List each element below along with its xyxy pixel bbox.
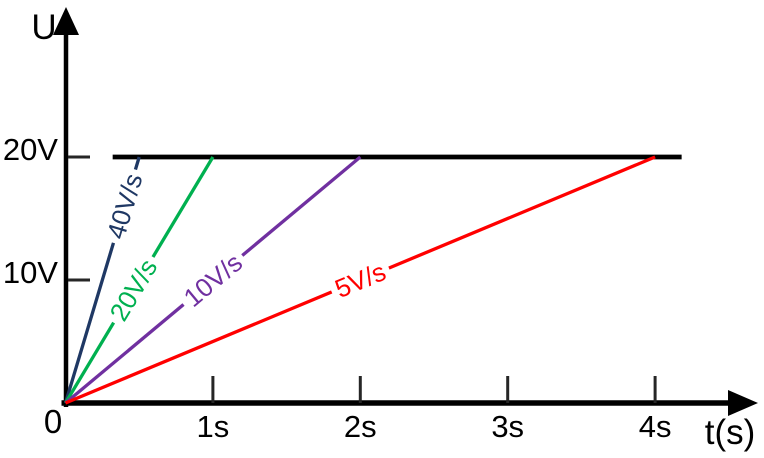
series-label-backing	[325, 253, 396, 307]
series-label-40V/s: 40V/s	[101, 170, 149, 242]
x-axis-arrowhead-icon	[728, 390, 758, 416]
series-label-backing	[173, 243, 253, 317]
y-tick-label-20V: 20V	[3, 132, 58, 167]
x-axis-title: t(s)	[705, 413, 756, 452]
series-label-backing	[100, 248, 167, 331]
y-tick-label-10V: 10V	[3, 255, 58, 290]
series-label-group-5V/s: 5V/s	[325, 253, 396, 307]
x-tick-label-1s: 1s	[197, 409, 230, 444]
origin-label: 0	[44, 403, 62, 440]
y-axis-arrowhead-icon	[53, 7, 79, 35]
series-label-group-40V/s: 40V/s	[98, 164, 151, 248]
series-label-20V/s: 20V/s	[103, 254, 163, 326]
x-tick-label-2s: 2s	[344, 409, 377, 444]
series-label-group-20V/s: 20V/s	[100, 248, 167, 331]
series-label-backing	[98, 164, 151, 248]
x-tick-label-4s: 4s	[639, 409, 672, 444]
series-label-group-10V/s: 10V/s	[173, 243, 253, 317]
y-axis-title: U	[31, 8, 56, 47]
x-tick-label-3s: 3s	[491, 409, 524, 444]
